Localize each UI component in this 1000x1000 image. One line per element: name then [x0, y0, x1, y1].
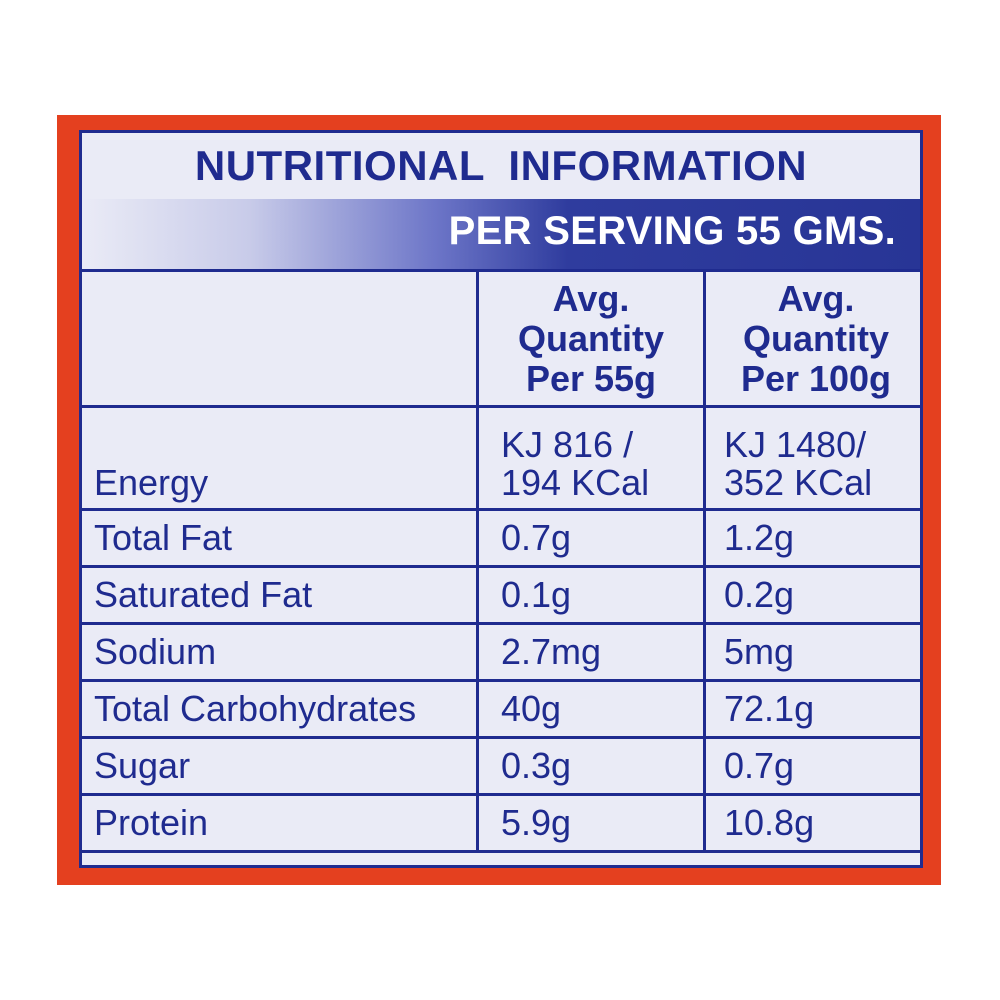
nutrition-table: Avg. Quantity Per 55g Avg. Quantity Per …	[82, 269, 920, 853]
table-row: Saturated Fat 0.1g 0.2g	[82, 565, 920, 625]
row-name: Saturated Fat	[82, 565, 479, 625]
value-per55: 2.7mg	[476, 622, 706, 682]
row-name: Sodium	[82, 622, 479, 682]
row-name: Energy	[82, 405, 479, 511]
value-per100: 0.7g	[703, 736, 920, 796]
value-per100: 72.1g	[703, 679, 920, 739]
row-name: Protein	[82, 793, 479, 853]
header-per100: Avg. Quantity Per 100g	[703, 269, 920, 408]
value-per55: 0.1g	[476, 565, 706, 625]
table-row: Total Fat 0.7g 1.2g	[82, 508, 920, 568]
value-per100: 1.2g	[703, 508, 920, 568]
value-per100: 0.2g	[703, 565, 920, 625]
value-per55: 0.7g	[476, 508, 706, 568]
table-header-row: Avg. Quantity Per 55g Avg. Quantity Per …	[82, 269, 920, 408]
panel-title: NUTRITIONAL INFORMATION	[194, 142, 808, 189]
row-name: Sugar	[82, 736, 479, 796]
value-per55: 5.9g	[476, 793, 706, 853]
value-per55: 40g	[476, 679, 706, 739]
table-row: Total Carbohydrates 40g 72.1g	[82, 679, 920, 739]
value-per100: 5mg	[703, 622, 920, 682]
table-row: Energy KJ 816 / 194 KCal KJ 1480/ 352 KC…	[82, 405, 920, 511]
table-row: Protein 5.9g 10.8g	[82, 793, 920, 853]
value-per55: KJ 816 / 194 KCal	[476, 405, 706, 511]
value-per55: 0.3g	[476, 736, 706, 796]
value-per100: 10.8g	[703, 793, 920, 853]
header-per55: Avg. Quantity Per 55g	[476, 269, 706, 408]
table-row: Sodium 2.7mg 5mg	[82, 622, 920, 682]
value-per100: KJ 1480/ 352 KCal	[703, 405, 920, 511]
row-name: Total Carbohydrates	[82, 679, 479, 739]
table-row: Sugar 0.3g 0.7g	[82, 736, 920, 796]
serving-band: PER SERVING 55 GMS.	[82, 199, 920, 269]
serving-size: PER SERVING 55 GMS.	[448, 209, 896, 253]
nutrition-panel: NUTRITIONAL INFORMATION PER SERVING 55 G…	[79, 130, 923, 868]
header-empty-cell	[82, 269, 479, 408]
row-name: Total Fat	[82, 508, 479, 568]
